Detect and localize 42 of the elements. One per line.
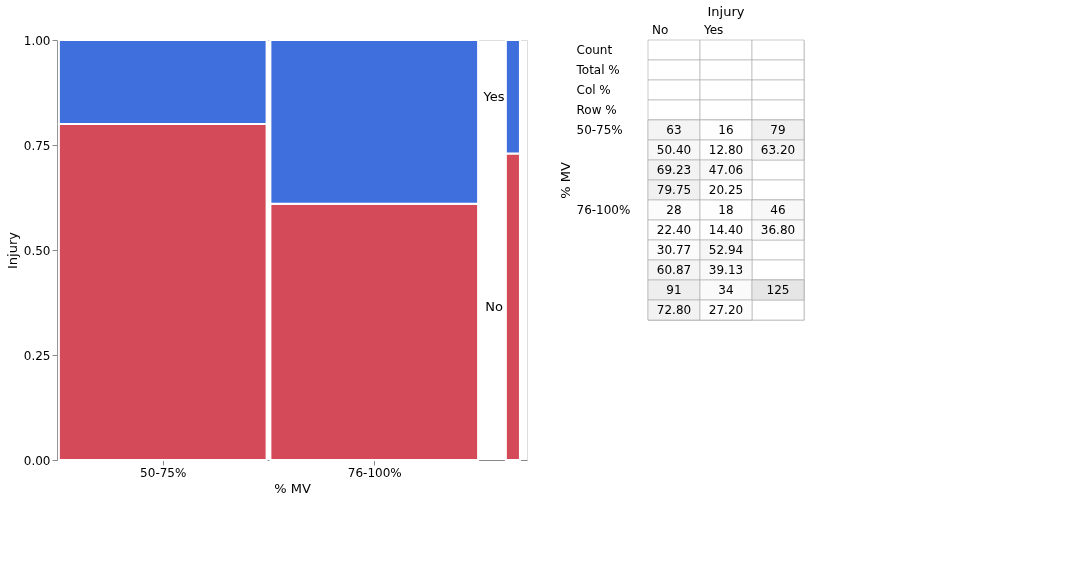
data-label: 36.80 — [760, 223, 796, 237]
data-label: 12.80 — [708, 143, 744, 157]
y-axis-title: Injury — [4, 231, 20, 269]
y-tick-label: 50-75% — [576, 123, 623, 137]
data-label: 46 — [770, 203, 786, 217]
data-label: 47.06 — [708, 163, 744, 177]
y-tick-label: Col % — [576, 83, 611, 97]
x-axis-title: % MV — [274, 480, 311, 496]
data-label: 60.87 — [656, 263, 692, 277]
data-label: 27.20 — [708, 303, 744, 317]
data-label: 14.40 — [708, 223, 744, 237]
data-label: 52.94 — [708, 243, 744, 257]
y-tick-label: 0.25 — [23, 348, 51, 363]
data-label: 72.80 — [656, 303, 692, 317]
data-label: 79 — [770, 123, 786, 137]
y-tick-label: 1.00 — [23, 33, 51, 48]
data-label: 125 — [766, 283, 790, 297]
y-tick-label: 0.50 — [23, 243, 51, 258]
y-tick-label: Total % — [575, 63, 620, 77]
data-label: 28 — [666, 203, 682, 217]
data-label: 50.40 — [656, 143, 692, 157]
data-label: 22.40 — [656, 223, 692, 237]
data-label: 34 — [718, 283, 734, 297]
series-label: Yes — [482, 88, 505, 104]
y-axis-title: % MV — [557, 162, 573, 199]
data-label: 91 — [666, 283, 682, 297]
chart-title: Injury — [707, 4, 745, 19]
y-tick-label: Count — [576, 43, 613, 57]
data-label: 18 — [718, 203, 734, 217]
y-tick-label: 76-100% — [576, 203, 631, 217]
series-label: No — [485, 298, 503, 314]
data-label: 69.23 — [656, 163, 692, 177]
y-tick-label: 0.75 — [23, 138, 51, 153]
data-label: 79.75 — [656, 183, 692, 197]
data-label: 16 — [718, 123, 734, 137]
data-label: 39.13 — [708, 263, 744, 277]
data-label: 63.20 — [760, 143, 796, 157]
data-label: 63 — [666, 123, 682, 137]
data-label: 20.25 — [708, 183, 744, 197]
y-tick-label: Row % — [576, 103, 617, 117]
data-label: 30.77 — [656, 243, 692, 257]
y-tick-label: 0.00 — [23, 453, 51, 468]
